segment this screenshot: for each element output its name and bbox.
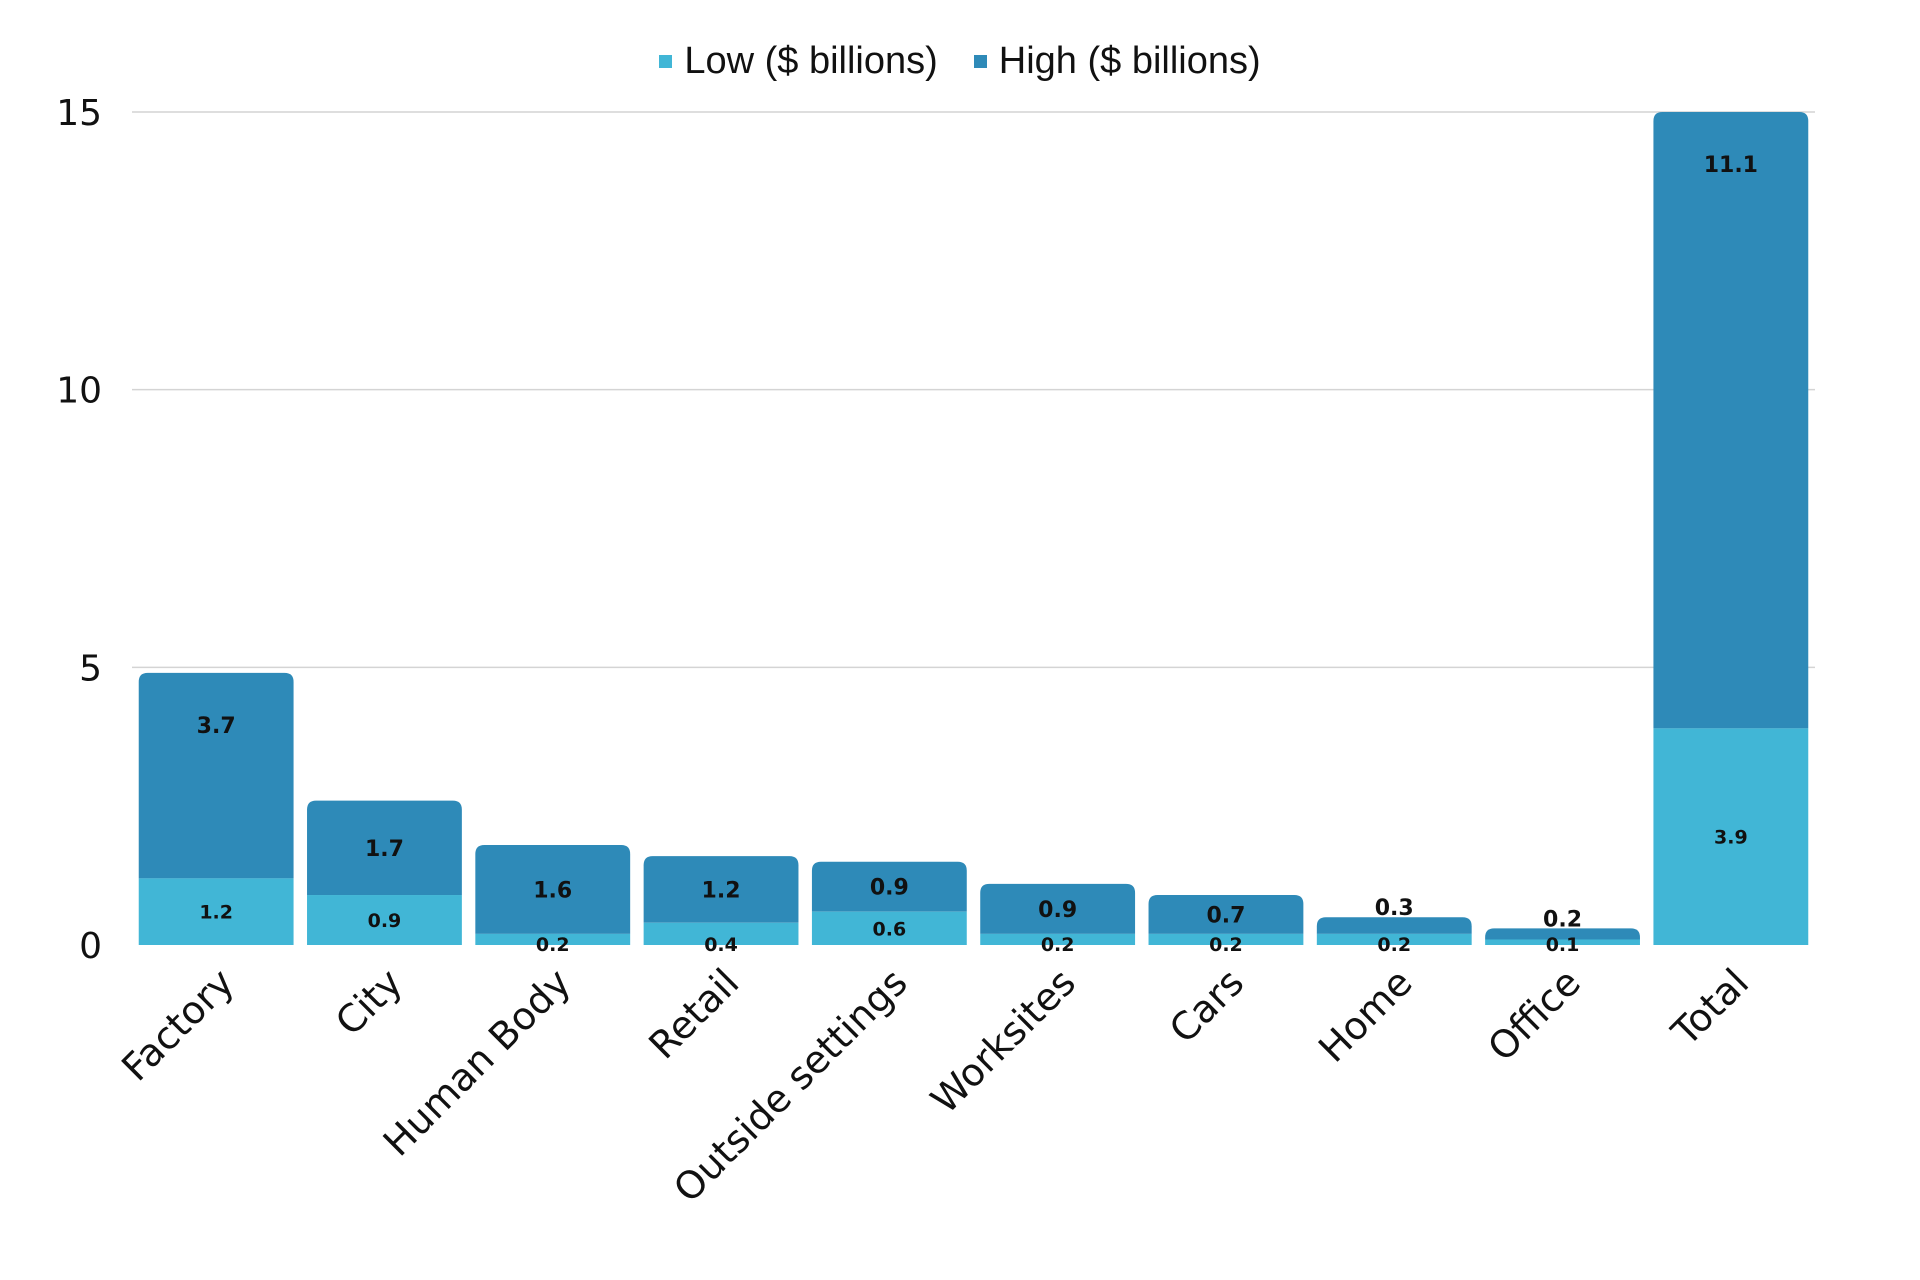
bar-high xyxy=(1653,112,1809,729)
legend-label-high: High ($ billions) xyxy=(998,40,1261,82)
x-tick-label: Worksites xyxy=(922,960,1084,1122)
x-tick-label: Retail xyxy=(640,960,747,1067)
bar-low xyxy=(1148,933,1304,945)
data-label-high: 0.2 xyxy=(1543,907,1582,932)
data-label-high: 0.9 xyxy=(870,876,909,901)
data-label-high: 0.7 xyxy=(1206,903,1245,928)
bar-high xyxy=(1148,895,1304,934)
bar-low xyxy=(475,933,631,945)
bar-low xyxy=(643,922,799,945)
x-tick-label: Cars xyxy=(1161,960,1252,1051)
legend-swatch-high xyxy=(973,55,987,68)
data-label-low: 0.1 xyxy=(1546,934,1580,956)
data-label-low: 3.9 xyxy=(1714,827,1748,849)
x-tick-label: City xyxy=(327,960,411,1044)
data-label-low: 0.9 xyxy=(368,910,402,932)
bar-high xyxy=(475,845,631,934)
y-tick-label: 10 xyxy=(56,371,102,412)
data-label-low: 0.6 xyxy=(873,918,907,940)
bar-high xyxy=(138,672,294,879)
data-label-low: 0.2 xyxy=(1377,934,1411,956)
x-tick-label: Factory xyxy=(113,960,242,1089)
bar-high xyxy=(1485,928,1640,940)
data-label-high: 0.9 xyxy=(1038,898,1077,923)
bar-low xyxy=(1653,728,1809,945)
x-tick-label: Total xyxy=(1663,960,1758,1055)
data-label-high: 11.1 xyxy=(1704,153,1758,178)
data-label-low: 0.2 xyxy=(536,934,570,956)
x-tick-label: Office xyxy=(1479,960,1589,1070)
bar-low xyxy=(1485,939,1640,945)
data-label-low: 0.2 xyxy=(1041,934,1075,956)
data-label-low: 0.2 xyxy=(1209,934,1243,956)
y-tick-label: 0 xyxy=(79,926,102,967)
legend-item-low: Low ($ billions) xyxy=(659,40,938,83)
data-label-high: 1.7 xyxy=(365,837,404,862)
y-tick-label: 5 xyxy=(79,648,102,689)
data-label-low: 0.4 xyxy=(704,934,738,956)
legend-label-low: Low ($ billions) xyxy=(684,40,938,82)
data-label-high: 1.2 xyxy=(702,878,741,903)
data-label-high: 0.3 xyxy=(1375,896,1414,921)
bar-high xyxy=(1316,917,1472,934)
bar-high xyxy=(643,856,799,923)
bar-high xyxy=(811,861,967,912)
bar-low xyxy=(980,933,1136,945)
bar-low xyxy=(307,895,462,945)
bar-high xyxy=(307,800,462,896)
legend-item-high: High ($ billions) xyxy=(973,40,1261,83)
x-tick-label: Home xyxy=(1310,960,1420,1070)
legend-swatch-low xyxy=(659,55,673,68)
legend: Low ($ billions) High ($ billions) xyxy=(0,40,1920,83)
data-label-high: 3.7 xyxy=(197,714,236,739)
y-tick-label: 15 xyxy=(56,93,102,134)
bar-low xyxy=(1316,933,1472,945)
bar-high xyxy=(980,883,1136,934)
data-label-high: 1.6 xyxy=(533,878,572,903)
data-label-low: 1.2 xyxy=(199,902,233,924)
bar-low xyxy=(138,878,294,945)
bar-low xyxy=(811,911,967,945)
